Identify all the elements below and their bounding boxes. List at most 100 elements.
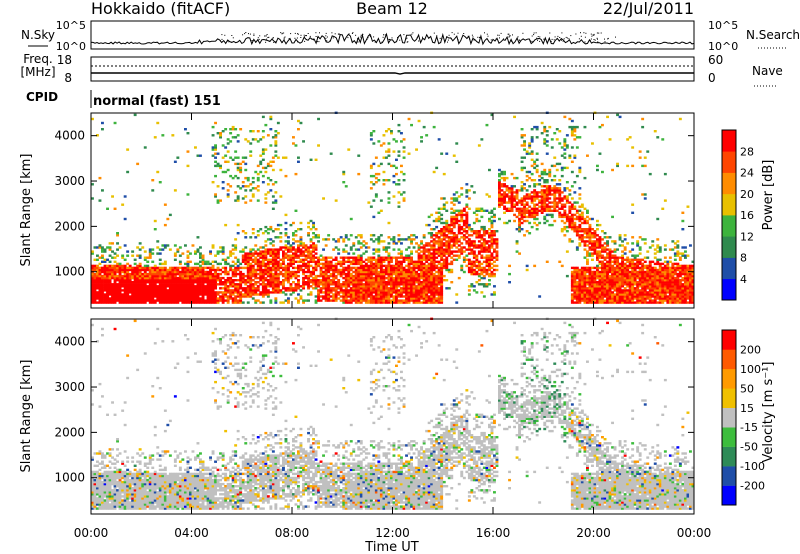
power-cell — [503, 179, 506, 182]
power-cell — [239, 283, 243, 286]
power-cell — [400, 283, 403, 286]
power-cell — [412, 246, 416, 249]
power-cell — [274, 250, 278, 253]
power-cell — [392, 264, 396, 268]
power-cell — [533, 125, 537, 129]
power-cell — [329, 279, 333, 282]
power-cell — [113, 121, 117, 125]
power-cell — [570, 160, 574, 163]
power-cell — [591, 246, 594, 249]
power-cell — [161, 270, 165, 274]
power-cell — [284, 287, 288, 290]
power-cell — [395, 297, 398, 300]
nsearch-point — [280, 32, 282, 34]
power-cell — [417, 276, 421, 280]
power-cell — [136, 266, 140, 270]
power-cell — [101, 281, 104, 284]
power-cell — [420, 256, 423, 259]
power-cell — [266, 262, 270, 266]
power-cell — [289, 270, 293, 274]
power-cell — [387, 268, 391, 272]
power-cell — [347, 283, 351, 286]
power-cell — [573, 217, 577, 221]
power-cell — [530, 164, 534, 168]
power-cell — [410, 123, 413, 127]
power-cell — [319, 268, 323, 272]
power-cell — [445, 246, 449, 249]
power-cell — [570, 272, 574, 276]
power-cell — [276, 262, 280, 266]
power-cell — [264, 293, 268, 296]
power-cell — [558, 130, 562, 133]
power-cell — [292, 234, 295, 237]
power-cell — [171, 289, 175, 292]
power-cell — [194, 299, 197, 302]
power-cell — [583, 293, 587, 296]
power-cell — [113, 287, 117, 290]
power-cell — [236, 299, 240, 302]
power-cell — [244, 279, 248, 282]
power-cell — [181, 276, 185, 280]
power-cell — [141, 291, 145, 294]
power-cell — [480, 256, 484, 259]
power-cell — [241, 272, 245, 276]
power-cell — [108, 289, 112, 292]
power-cell — [116, 276, 119, 280]
nsearch-point — [507, 33, 509, 35]
power-cell — [101, 297, 104, 300]
power-cell — [138, 281, 142, 284]
power-cell — [457, 225, 461, 229]
power-cell — [435, 289, 439, 292]
power-cell — [422, 256, 426, 259]
power-cell — [143, 287, 147, 290]
power-cell — [171, 301, 175, 304]
power-cell — [173, 279, 177, 282]
power-cell — [196, 262, 200, 266]
power-cell — [591, 291, 594, 294]
power-cell — [91, 268, 94, 272]
power-cell — [445, 287, 449, 290]
power-cell — [166, 285, 170, 288]
power-cell — [118, 268, 122, 272]
power-cell — [422, 262, 426, 266]
power-cell — [259, 262, 263, 266]
power-cell — [482, 256, 486, 259]
power-cell — [390, 266, 393, 270]
power-cell — [168, 266, 172, 270]
power-cell — [178, 262, 182, 266]
power-cell — [93, 274, 97, 278]
nsearch-point — [597, 38, 598, 40]
power-cell — [503, 207, 506, 210]
power-cell — [387, 242, 391, 245]
power-cell — [357, 248, 361, 251]
power-cell — [214, 287, 217, 290]
power-cell — [420, 283, 423, 286]
power-cell — [445, 279, 449, 282]
power-cell — [558, 179, 562, 182]
power-cell — [460, 187, 464, 190]
nsearch-point — [457, 32, 459, 34]
power-cell — [437, 236, 441, 239]
power-cell — [475, 264, 479, 268]
power-cell — [575, 211, 579, 214]
power-cell — [309, 293, 313, 296]
nsearch-point — [369, 36, 371, 38]
nsearch-label: N.Search — [746, 28, 800, 42]
power-cell — [101, 301, 104, 304]
power-cell — [176, 156, 180, 159]
power-cell — [447, 228, 451, 231]
power-cell — [460, 268, 464, 272]
power-cell — [186, 268, 190, 272]
power-cell — [450, 260, 454, 263]
power-cell — [327, 295, 331, 298]
power-cell — [347, 301, 351, 304]
power-cell — [96, 258, 99, 261]
power-cell — [111, 299, 114, 302]
power-cell — [535, 211, 539, 214]
power-cell — [96, 285, 99, 288]
power-cell — [578, 234, 582, 237]
power-cell — [226, 285, 230, 288]
power-cell — [570, 301, 574, 304]
power-cell — [108, 274, 112, 278]
power-cell — [163, 270, 167, 274]
